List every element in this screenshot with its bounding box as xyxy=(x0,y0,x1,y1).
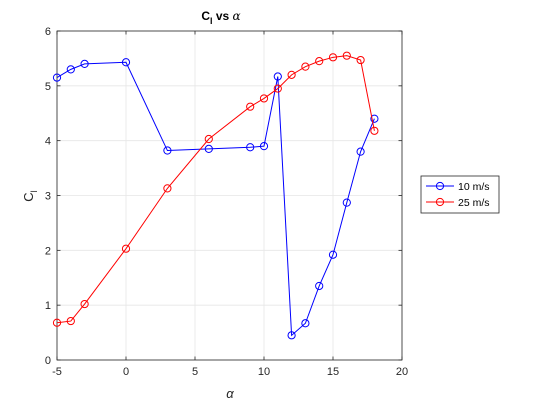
data-point xyxy=(259,94,269,103)
data-point xyxy=(121,58,131,67)
y-tick-label: 6 xyxy=(45,26,51,38)
data-point xyxy=(259,142,269,151)
x-tick-label: 10 xyxy=(258,366,270,378)
data-point xyxy=(52,318,62,327)
y-tick-label: 2 xyxy=(45,245,51,257)
data-point xyxy=(163,146,172,155)
data-point xyxy=(356,55,365,65)
y-label-main: C xyxy=(21,192,36,201)
data-point xyxy=(301,62,310,71)
data-point xyxy=(287,70,296,79)
data-point xyxy=(80,299,89,309)
title-sub: l xyxy=(210,16,213,26)
data-point xyxy=(328,250,338,259)
data-point xyxy=(163,184,172,193)
y-tick-label: 1 xyxy=(45,300,51,312)
data-point xyxy=(301,319,310,328)
series-1 xyxy=(52,58,379,340)
legend-box xyxy=(420,175,500,214)
title-mid: vs xyxy=(213,9,233,23)
title-main: C xyxy=(201,9,210,23)
data-point xyxy=(52,73,62,82)
data-point xyxy=(370,126,379,135)
data-point xyxy=(273,72,282,81)
data-point xyxy=(342,198,351,207)
y-tick-label: 3 xyxy=(45,191,51,203)
data-point xyxy=(315,281,324,291)
y-axis-label: Cl xyxy=(21,190,39,201)
legend-item-1: 10 m/s xyxy=(426,181,490,193)
data-point xyxy=(328,53,338,62)
data-point xyxy=(273,84,282,93)
x-tick-label: 20 xyxy=(396,366,408,378)
legend-marker xyxy=(435,181,445,191)
data-point xyxy=(356,147,365,156)
data-point xyxy=(287,331,296,340)
data-point xyxy=(204,134,213,144)
chart-title: Cl vs α xyxy=(201,9,240,26)
legend-marker xyxy=(435,197,445,207)
x-tick-label: 5 xyxy=(192,366,198,378)
x-tick-label: -5 xyxy=(52,366,62,378)
x-tick-label: 15 xyxy=(327,366,339,378)
series-line xyxy=(56,61,375,337)
y-tick-label: 0 xyxy=(45,355,51,367)
data-point xyxy=(342,51,351,60)
legend-label: 10 m/s xyxy=(458,181,490,193)
data-point xyxy=(246,143,255,152)
x-tick-label: 0 xyxy=(123,366,129,378)
y-label-sub: l xyxy=(29,190,39,192)
data-point xyxy=(121,244,131,253)
data-point xyxy=(246,102,255,111)
data-point xyxy=(66,65,75,74)
y-tick-label: 4 xyxy=(45,136,51,148)
title-greek: α xyxy=(233,9,241,23)
legend-label: 25 m/s xyxy=(458,197,490,209)
data-point xyxy=(315,57,324,66)
series-line xyxy=(56,55,375,324)
data-point xyxy=(370,114,379,123)
legend: 10 m/s 25 m/s xyxy=(420,175,500,214)
series-2 xyxy=(52,51,379,327)
y-tick-label: 5 xyxy=(45,81,51,93)
x-axis-label: α xyxy=(226,386,234,401)
data-point xyxy=(66,316,75,326)
series-group xyxy=(52,51,379,340)
data-point xyxy=(80,59,89,69)
legend-item-2: 25 m/s xyxy=(426,197,490,209)
data-point xyxy=(204,144,213,153)
